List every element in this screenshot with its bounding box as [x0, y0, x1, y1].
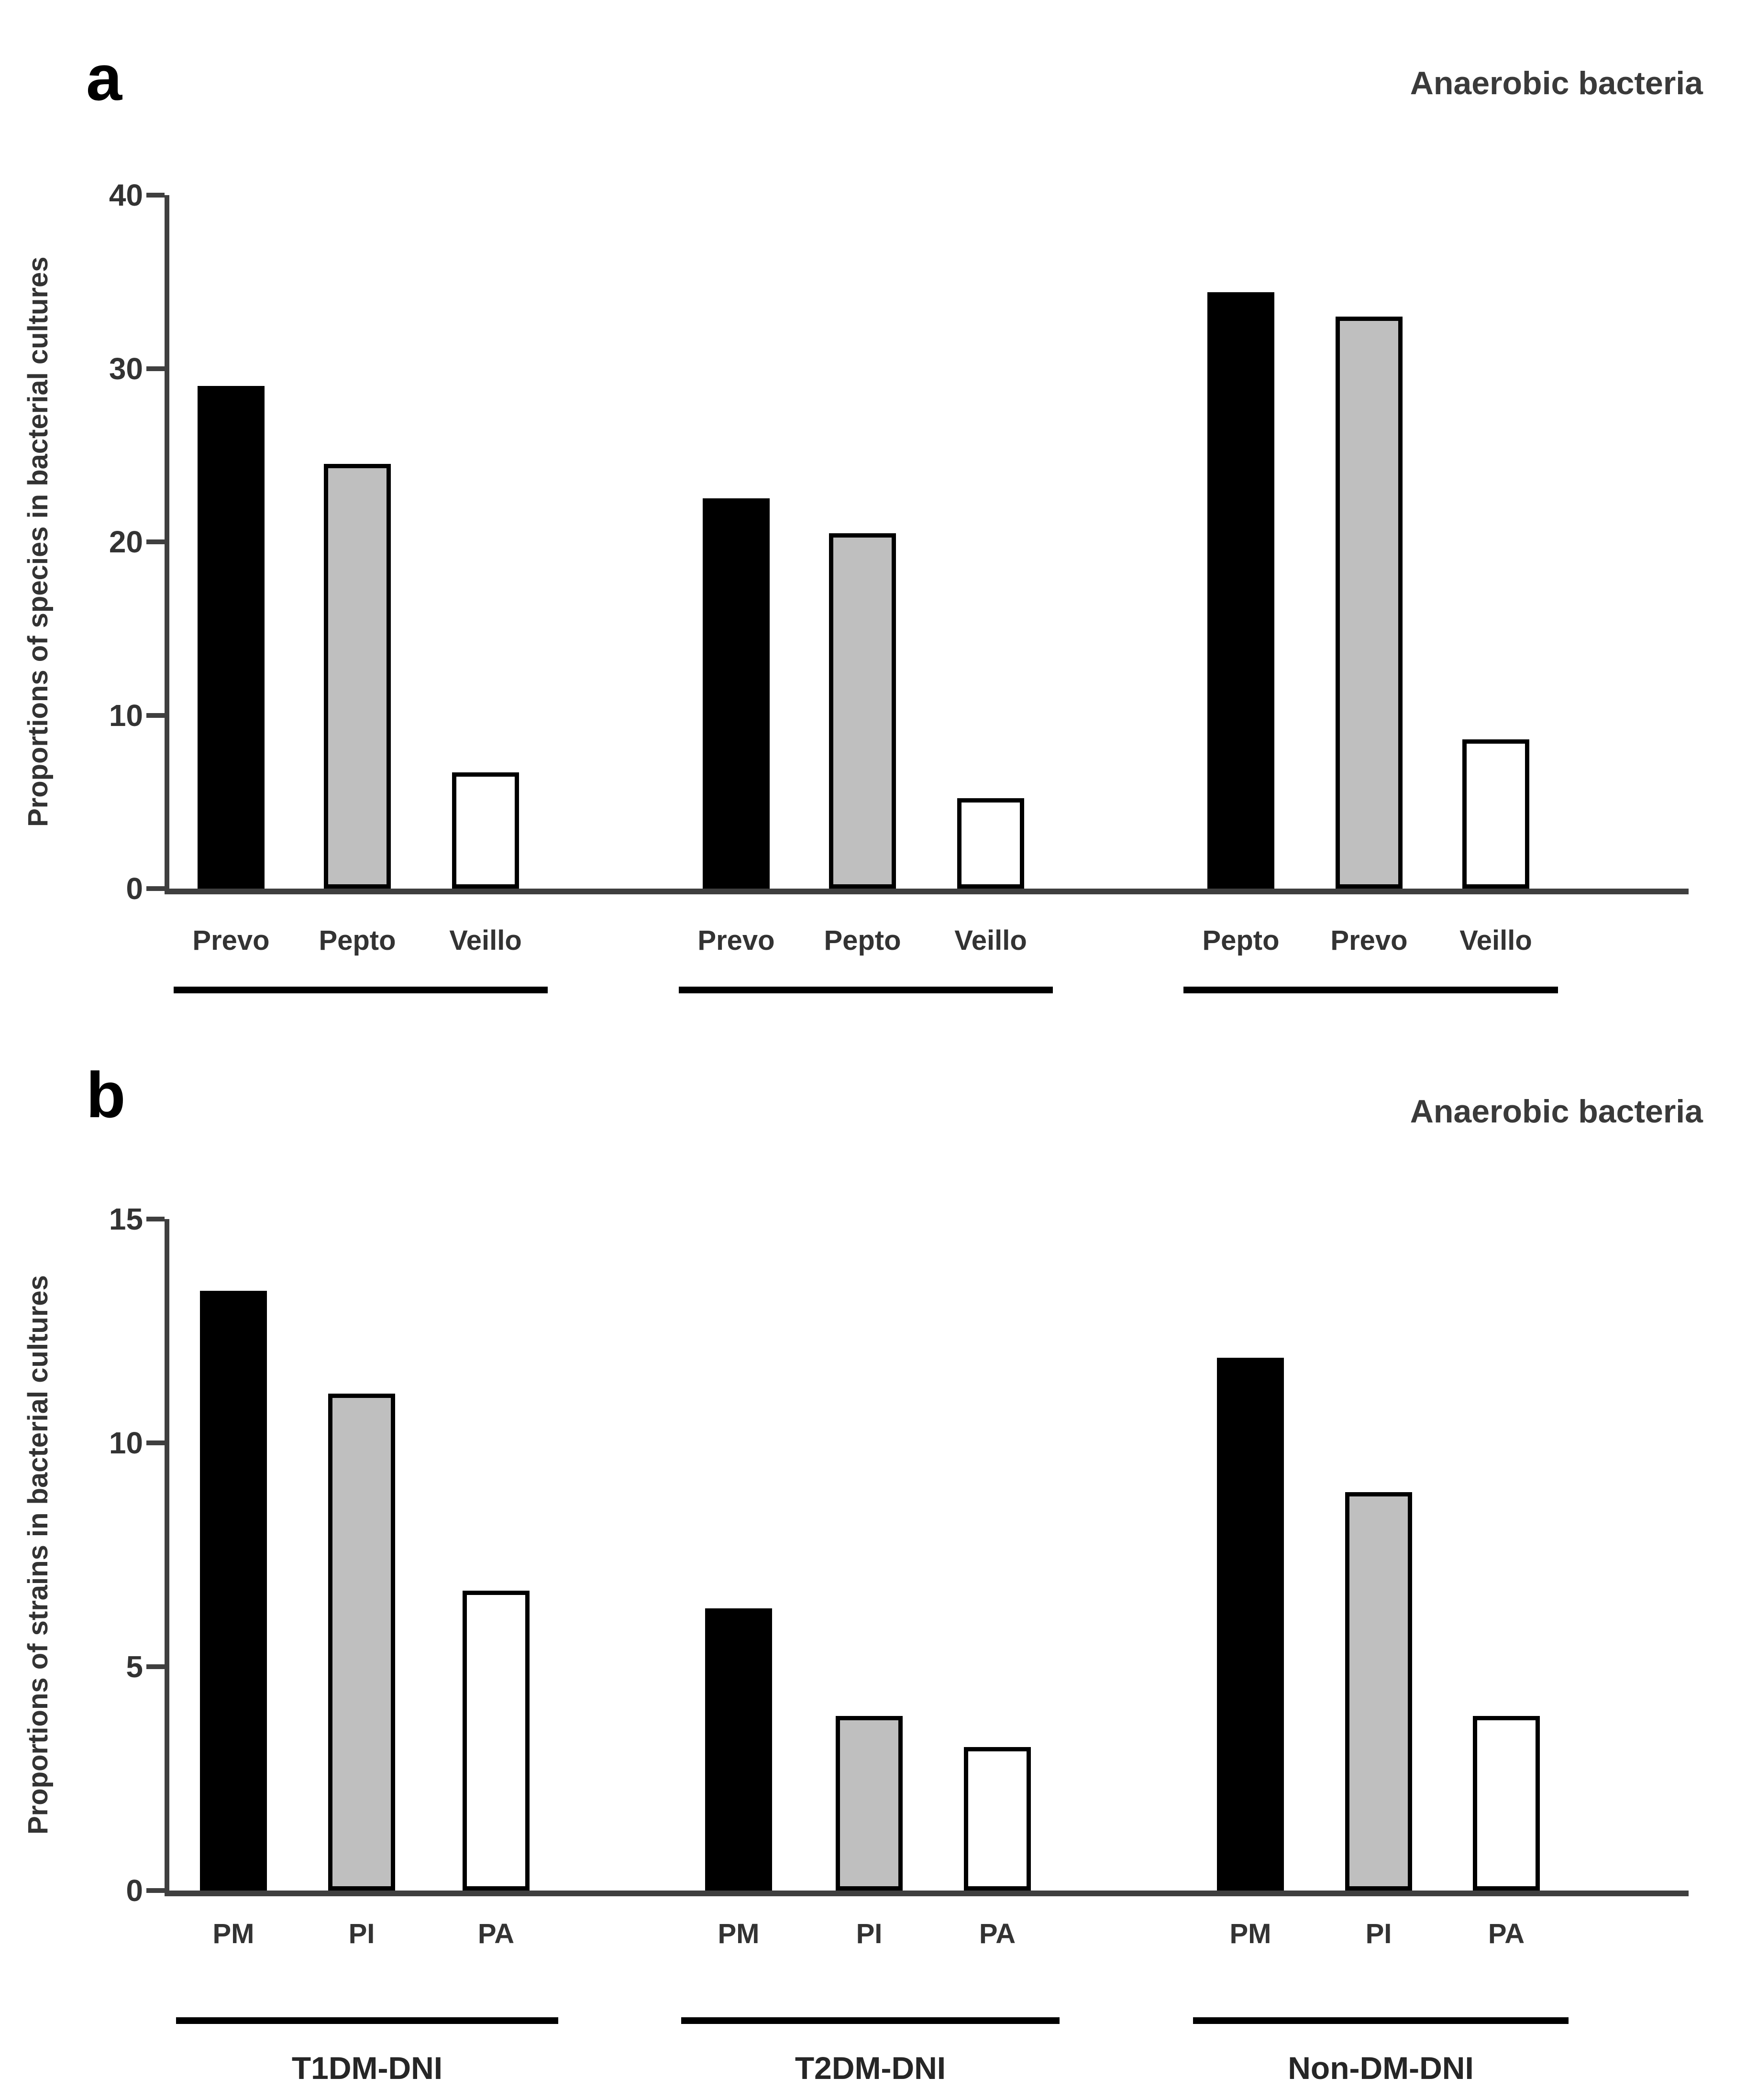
y-axis-tick-label: 15 [109, 1202, 143, 1236]
y-axis-tick-label: 5 [126, 1649, 143, 1684]
y-axis-tick-mark [146, 539, 165, 544]
bar-veillo [957, 798, 1024, 889]
group-label: T1DM-DNI [291, 2050, 443, 2086]
group-underline [1193, 2017, 1569, 2024]
bar-label: Pepto [319, 925, 396, 956]
y-axis-tick-mark [146, 1217, 165, 1221]
panel-a-letter: a [86, 42, 122, 114]
y-axis-tick-label: 20 [109, 525, 143, 559]
bar-pm [1217, 1358, 1284, 1891]
panel-a-y-axis-label: Proportions of species in bacterial cult… [22, 256, 54, 827]
bar-label: Veillo [954, 925, 1027, 956]
bar-pepto [324, 464, 391, 889]
y-axis-tick-mark [146, 366, 165, 371]
panel-b-plot-area: 0 5 10 15 PM PI PA T1DM-DNI PM PI PA T2DM-DNI PM PI PA… [109, 1202, 1689, 2084]
bar-label: Pepto [1202, 925, 1280, 956]
panel-a-plot-area: 0 10 20 30 40 Prevo Pepto Veillo Prevo Pepto Veill… [109, 178, 1689, 993]
bar-pi [836, 1716, 903, 1891]
panel-b-letter: b [86, 1059, 126, 1131]
bar-pi [1345, 1492, 1412, 1891]
y-axis-tick-label: 0 [126, 871, 143, 906]
bar-label: PM [718, 1918, 760, 1949]
y-axis-tick-label: 30 [109, 351, 143, 386]
y-axis-tick-mark [146, 1440, 165, 1445]
y-axis-tick-mark [146, 193, 165, 198]
bar-label: PI [348, 1918, 375, 1949]
bar-label: Prevo [192, 925, 270, 956]
bar-label: PM [212, 1918, 254, 1949]
bar-pm [705, 1608, 772, 1891]
group-underline [174, 987, 548, 993]
bar-pi [328, 1394, 395, 1891]
y-axis-tick-mark [146, 1888, 165, 1893]
panel-b-y-axis-label: Proportions of strains in bacterial cult… [22, 1275, 54, 1835]
group-label: Non-DM-DNI [1288, 2050, 1474, 2086]
bar-label: PA [979, 1918, 1016, 1949]
group-underline [679, 987, 1053, 993]
y-axis-tick-mark [146, 1664, 165, 1669]
bar-pa [964, 1747, 1031, 1891]
panel-b-title: Anaerobic bacteria [1410, 1093, 1703, 1130]
bar-label: Veillo [449, 925, 522, 956]
bar-prevo [703, 498, 770, 889]
panel-a-title: Anaerobic bacteria [1410, 65, 1703, 101]
bar-label: Veillo [1459, 925, 1532, 956]
bar-veillo [1462, 739, 1529, 889]
bar-label: PI [1365, 1918, 1392, 1949]
y-axis-tick-label: 10 [109, 1426, 143, 1460]
bar-veillo [452, 772, 519, 889]
bar-pa [463, 1591, 530, 1891]
y-axis-tick-label: 10 [109, 698, 143, 733]
y-axis-tick-label: 40 [109, 178, 143, 212]
bar-label: Pepto [824, 925, 901, 956]
bar-pepto [1207, 292, 1274, 889]
bar-label: Prevo [1330, 925, 1408, 956]
y-axis-tick-mark [146, 713, 165, 718]
bar-label: Prevo [697, 925, 775, 956]
bar-pepto [829, 533, 896, 889]
bar-prevo [1336, 317, 1403, 889]
bar-label: PM [1229, 1918, 1271, 1949]
bar-label: PI [856, 1918, 883, 1949]
bar-label: PA [1488, 1918, 1525, 1949]
bar-pa [1473, 1716, 1540, 1891]
bar-pm [200, 1291, 267, 1891]
group-underline [176, 2017, 558, 2024]
y-axis-tick-label: 0 [126, 1873, 143, 1908]
bar-label: PA [477, 1918, 515, 1949]
group-underline [681, 2017, 1060, 2024]
group-underline [1183, 987, 1558, 993]
bar-prevo [198, 386, 265, 889]
y-axis-tick-mark [146, 886, 165, 891]
group-label: T2DM-DNI [795, 2050, 946, 2086]
